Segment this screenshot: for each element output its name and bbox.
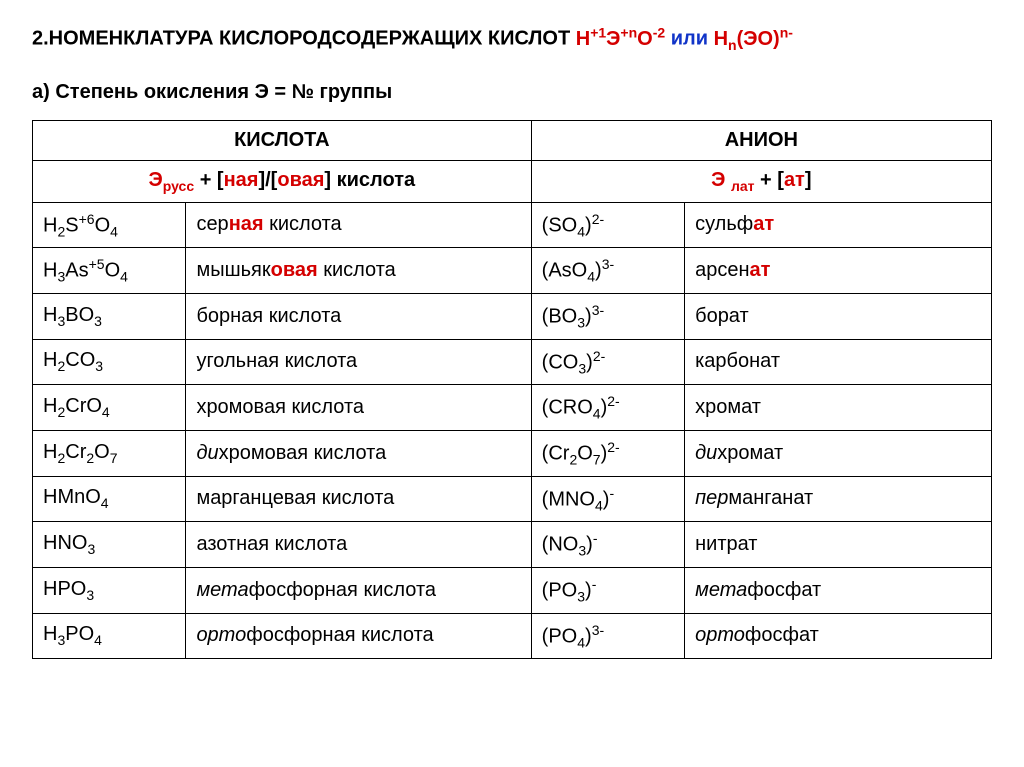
page-title: 2.НОМЕНКЛАТУРА КИСЛОРОДСОДЕРЖАЩИХ КИСЛОТ… xyxy=(32,24,992,53)
rule-right: Э лат + [ат] xyxy=(531,160,991,202)
anion-formula: (SO4)2- xyxy=(531,202,684,248)
acid-name: мышьяковая кислота xyxy=(186,248,531,294)
anion-name: нитрат xyxy=(685,522,992,568)
acid-formula: H2CO3 xyxy=(33,339,186,385)
table-row: H2S+6O4серная кислота(SO4)2-сульфат xyxy=(33,202,992,248)
anion-name: ортофосфат xyxy=(685,613,992,659)
acid-name: серная кислота xyxy=(186,202,531,248)
acid-name: борная кислота xyxy=(186,293,531,339)
t-f2a: H xyxy=(714,28,728,50)
table-row: H3PO4ортофосфорная кислота(PO4)3-ортофос… xyxy=(33,613,992,659)
t-f1a: H xyxy=(576,28,590,50)
acid-formula: HMnO4 xyxy=(33,476,186,522)
acid-formula: HNO3 xyxy=(33,522,186,568)
acid-name: марганцевая кислота xyxy=(186,476,531,522)
t-f2b: (ЭО) xyxy=(737,28,780,50)
acid-formula: H3PO4 xyxy=(33,613,186,659)
rl-b: + [ xyxy=(194,169,223,191)
anion-name: хромат xyxy=(685,385,992,431)
rr-h: ат xyxy=(784,169,805,191)
anion-name: сульфат xyxy=(685,202,992,248)
table-row: H2CO3угольная кислота(CO3)2-карбонат xyxy=(33,339,992,385)
t-f1b: Э xyxy=(606,28,620,50)
anion-formula: (PO3)- xyxy=(531,567,684,613)
anion-formula: (Cr2O7)2- xyxy=(531,430,684,476)
anion-name: борат xyxy=(685,293,992,339)
rl-h1: ная xyxy=(224,169,259,191)
acid-formula: H2CrO4 xyxy=(33,385,186,431)
rl-sub: русс xyxy=(163,178,194,194)
t-sup2: +n xyxy=(620,24,637,40)
rl-d: ] кислота xyxy=(324,169,415,191)
acid-name: дихромовая кислота xyxy=(186,430,531,476)
acid-formula: HPO3 xyxy=(33,567,186,613)
header-row: КИСЛОТА АНИОН xyxy=(33,120,992,160)
rl-c: ]/[ xyxy=(258,169,277,191)
anion-formula: (PO4)3- xyxy=(531,613,684,659)
nomenclature-table: КИСЛОТА АНИОН Эрусс + [ная]/[овая] кисло… xyxy=(32,120,992,660)
acid-name: ортофосфорная кислота xyxy=(186,613,531,659)
subtitle: а) Степень окисления Э = № группы xyxy=(32,81,992,104)
title-or: или xyxy=(665,28,713,50)
rl-a: Э xyxy=(149,169,163,191)
acid-name: угольная кислота xyxy=(186,339,531,385)
anion-formula: (NO3)- xyxy=(531,522,684,568)
rr-c: ] xyxy=(805,169,812,191)
title-prefix: 2.НОМЕНКЛАТУРА КИСЛОРОДСОДЕРЖАЩИХ КИСЛОТ xyxy=(32,28,576,50)
t-sup3: -2 xyxy=(653,24,665,40)
header-acid: КИСЛОТА xyxy=(33,120,532,160)
anion-formula: (CRO4)2- xyxy=(531,385,684,431)
acid-name: метафосфорная кислота xyxy=(186,567,531,613)
rr-b: + [ xyxy=(754,169,783,191)
table-row: H3BO3борная кислота(BO3)3-борат xyxy=(33,293,992,339)
acid-formula: H3BO3 xyxy=(33,293,186,339)
t-f2sup: n- xyxy=(780,24,793,40)
anion-name: карбонат xyxy=(685,339,992,385)
rr-a: Э xyxy=(711,169,731,191)
table-row: H3As+5O4мышьяковая кислота(AsO4)3-арсена… xyxy=(33,248,992,294)
anion-name: перманганат xyxy=(685,476,992,522)
header-anion: АНИОН xyxy=(531,120,991,160)
table-row: HNO3азотная кислота(NO3)-нитрат xyxy=(33,522,992,568)
t-sup1: +1 xyxy=(590,24,606,40)
rule-left: Эрусс + [ная]/[овая] кислота xyxy=(33,160,532,202)
table-row: H2Cr2O7дихромовая кислота(Cr2O7)2-дихром… xyxy=(33,430,992,476)
t-f1c: O xyxy=(637,28,653,50)
rl-h2: овая xyxy=(277,169,324,191)
table-row: HPO3метафосфорная кислота(PO3)-метафосфа… xyxy=(33,567,992,613)
anion-name: арсенат xyxy=(685,248,992,294)
acid-formula: H3As+5O4 xyxy=(33,248,186,294)
acid-name: азотная кислота xyxy=(186,522,531,568)
table-row: HMnO4марганцевая кислота(MNO4)-перманган… xyxy=(33,476,992,522)
rr-sub: лат xyxy=(731,178,755,194)
table-body: H2S+6O4серная кислота(SO4)2-сульфатH3As+… xyxy=(33,202,992,659)
acid-name: хромовая кислота xyxy=(186,385,531,431)
table-row: H2CrO4хромовая кислота(CRO4)2-хромат xyxy=(33,385,992,431)
anion-name: метафосфат xyxy=(685,567,992,613)
acid-formula: H2Cr2O7 xyxy=(33,430,186,476)
anion-name: дихромат xyxy=(685,430,992,476)
anion-formula: (CO3)2- xyxy=(531,339,684,385)
anion-formula: (BO3)3- xyxy=(531,293,684,339)
rule-row: Эрусс + [ная]/[овая] кислота Э лат + [ат… xyxy=(33,160,992,202)
t-f2sub: n xyxy=(728,37,737,53)
anion-formula: (AsO4)3- xyxy=(531,248,684,294)
acid-formula: H2S+6O4 xyxy=(33,202,186,248)
anion-formula: (MNO4)- xyxy=(531,476,684,522)
